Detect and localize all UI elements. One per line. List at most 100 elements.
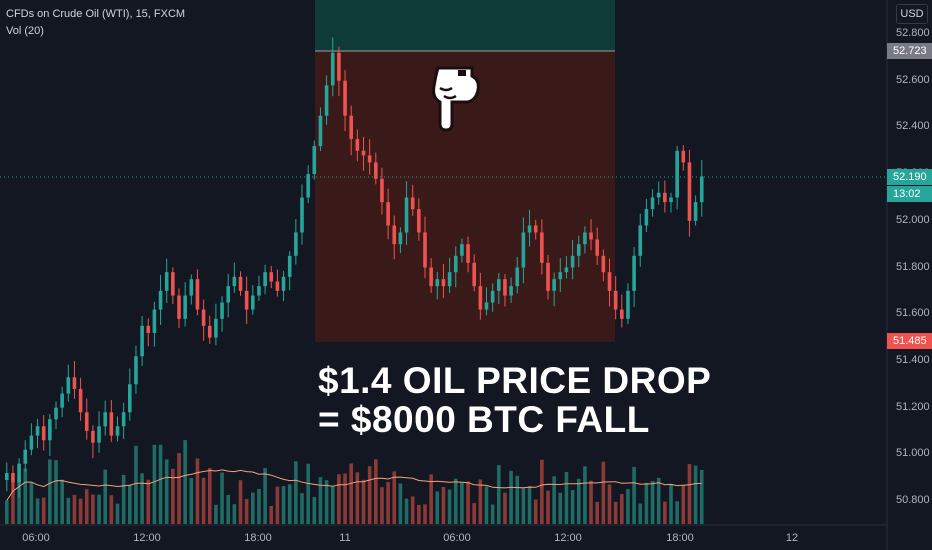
candle-body [330, 52, 335, 86]
candle-body [570, 255, 575, 268]
candle-body [312, 146, 317, 175]
candle-body [558, 272, 563, 280]
volume-bar [41, 497, 46, 524]
candle-body [521, 232, 526, 268]
candle-body [687, 162, 692, 221]
volume-bar [699, 469, 704, 524]
candle-body [693, 202, 698, 221]
candle-body [195, 279, 200, 310]
candle-body [490, 290, 495, 303]
volume-bar [238, 480, 243, 524]
volume-bar [134, 445, 138, 524]
candle-body [552, 279, 556, 291]
candle-body [48, 419, 52, 441]
time-tick-label: 06:00 [443, 532, 471, 544]
volume-bar [109, 495, 114, 524]
candle-body [540, 232, 544, 263]
candle-body [201, 309, 206, 326]
volume-bar [195, 458, 200, 524]
candles [5, 37, 704, 498]
volume-bar [404, 498, 409, 524]
candle-body [232, 276, 237, 287]
candle-body [466, 244, 470, 263]
currency-button[interactable]: USD [896, 4, 928, 24]
candle-body [484, 302, 489, 310]
high-price-tag: 52.723 [887, 43, 932, 59]
volume-bar [435, 491, 440, 524]
time-tick-label: 12:00 [554, 532, 582, 544]
candle-body [404, 197, 409, 233]
candle-body [343, 80, 347, 116]
candle-body [472, 262, 476, 287]
volume-bar [158, 444, 163, 524]
candle-body [140, 325, 144, 357]
volume-bar [478, 479, 483, 524]
candle-body [656, 192, 661, 198]
candle-body [35, 426, 40, 436]
volume-bar [103, 469, 107, 524]
candle-body [318, 115, 323, 147]
candle-body [349, 115, 353, 140]
candle-body [478, 286, 483, 310]
volume-bar [29, 482, 34, 524]
price-tick-label: 52.800 [896, 27, 930, 39]
volume-bar [17, 477, 21, 524]
candle-body [275, 281, 280, 291]
candle-body [257, 286, 261, 296]
volume-bar [490, 504, 495, 524]
candle-body [91, 430, 95, 443]
candle-body [84, 412, 89, 431]
candle-body [546, 262, 550, 291]
candle-body [699, 176, 704, 203]
price-tick-label: 51.000 [896, 447, 930, 460]
candle-body [66, 377, 71, 394]
price-tick-label: 51.800 [896, 260, 930, 273]
volume-bar [472, 503, 476, 524]
volume-bar [595, 501, 599, 524]
candle-body [5, 472, 9, 480]
volume-bar [644, 482, 649, 524]
candle-body [54, 407, 58, 420]
current-price-tag: 52.190 [887, 169, 932, 185]
volume-bar [146, 479, 151, 524]
candle-body [97, 426, 101, 443]
volume-bar [613, 501, 618, 524]
candle-body [650, 197, 655, 210]
volume-bar [656, 477, 661, 524]
candle-body [417, 209, 421, 233]
candle-body [214, 318, 218, 338]
volume-bar [398, 483, 403, 524]
candle-body [392, 225, 397, 245]
time-tick-label: 06:00 [22, 532, 50, 544]
volume-bar [78, 498, 83, 524]
candle-body [460, 244, 464, 256]
volume-bar [620, 494, 624, 524]
candle-body [398, 232, 403, 245]
volume-bar [583, 466, 587, 524]
volume-bar [533, 499, 538, 524]
candle-body [23, 449, 28, 464]
volume-bar [515, 475, 520, 524]
candle-body [644, 209, 649, 226]
candle-body [361, 150, 366, 156]
volume-bar [263, 468, 267, 524]
candle-body [17, 463, 21, 483]
volume-bar [540, 459, 544, 524]
candle-body [306, 174, 310, 198]
volume-bar [521, 487, 526, 524]
volume-bar [576, 478, 581, 524]
candle-body [337, 52, 341, 81]
volume-bar [275, 486, 280, 524]
volume-bar [423, 504, 427, 524]
candle-body [423, 232, 427, 268]
candle-body [374, 162, 378, 179]
candle-body [380, 178, 384, 203]
candle-body [251, 295, 255, 310]
countdown-tag: 13:02 [887, 186, 932, 202]
candle-body [527, 225, 532, 233]
candle-body [675, 150, 679, 198]
volume-bar [570, 489, 575, 524]
volume-bar [177, 453, 181, 524]
candle-body [300, 197, 304, 233]
